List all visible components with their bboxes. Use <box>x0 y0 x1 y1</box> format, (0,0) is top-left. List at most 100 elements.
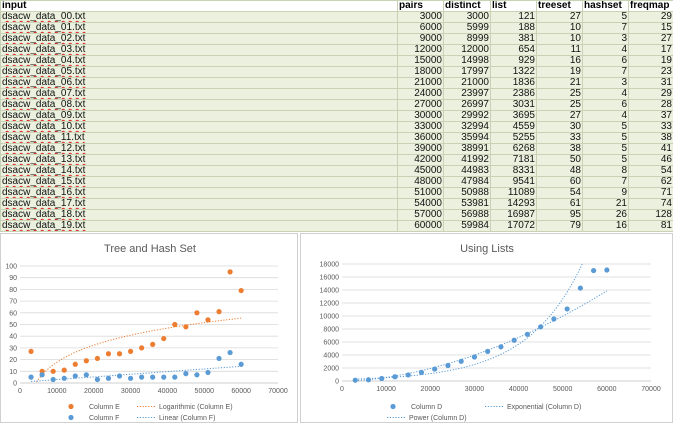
number-cell[interactable]: 21000 <box>398 78 444 89</box>
number-cell[interactable]: 95 <box>537 210 583 221</box>
filename-cell[interactable]: dsacw_data_05.txt <box>1 67 398 78</box>
column-header[interactable]: list <box>491 1 537 12</box>
number-cell[interactable]: 654 <box>491 45 537 56</box>
filename-cell[interactable]: dsacw_data_00.txt <box>1 12 398 23</box>
number-cell[interactable]: 59984 <box>444 221 491 232</box>
number-cell[interactable]: 3000 <box>398 12 444 23</box>
number-cell[interactable]: 16 <box>583 221 629 232</box>
number-cell[interactable]: 27000 <box>398 100 444 111</box>
number-cell[interactable]: 41 <box>629 144 673 155</box>
number-cell[interactable]: 29 <box>629 12 673 23</box>
number-cell[interactable]: 44983 <box>444 166 491 177</box>
number-cell[interactable]: 47984 <box>444 177 491 188</box>
number-cell[interactable]: 5999 <box>444 23 491 34</box>
number-cell[interactable]: 15 <box>629 23 673 34</box>
number-cell[interactable]: 38 <box>537 144 583 155</box>
number-cell[interactable]: 26 <box>583 210 629 221</box>
number-cell[interactable]: 33 <box>537 133 583 144</box>
column-header[interactable]: hashset <box>583 1 629 12</box>
number-cell[interactable]: 33000 <box>398 122 444 133</box>
number-cell[interactable]: 23 <box>629 67 673 78</box>
number-cell[interactable]: 121 <box>491 12 537 23</box>
number-cell[interactable]: 5 <box>583 133 629 144</box>
number-cell[interactable]: 5 <box>583 122 629 133</box>
number-cell[interactable]: 46 <box>629 155 673 166</box>
filename-cell[interactable]: dsacw_data_08.txt <box>1 100 398 111</box>
number-cell[interactable]: 27 <box>537 111 583 122</box>
filename-cell[interactable]: dsacw_data_04.txt <box>1 56 398 67</box>
filename-cell[interactable]: dsacw_data_14.txt <box>1 166 398 177</box>
filename-cell[interactable]: dsacw_data_06.txt <box>1 78 398 89</box>
number-cell[interactable]: 27 <box>537 12 583 23</box>
number-cell[interactable]: 4 <box>583 45 629 56</box>
number-cell[interactable]: 24000 <box>398 89 444 100</box>
number-cell[interactable]: 11089 <box>491 188 537 199</box>
number-cell[interactable]: 1836 <box>491 78 537 89</box>
number-cell[interactable]: 3031 <box>491 100 537 111</box>
number-cell[interactable]: 3000 <box>444 12 491 23</box>
number-cell[interactable]: 929 <box>491 56 537 67</box>
number-cell[interactable]: 26997 <box>444 100 491 111</box>
number-cell[interactable]: 15000 <box>398 56 444 67</box>
filename-cell[interactable]: dsacw_data_16.txt <box>1 188 398 199</box>
number-cell[interactable]: 7181 <box>491 155 537 166</box>
column-header[interactable]: freqmap <box>629 1 673 12</box>
number-cell[interactable]: 51000 <box>398 188 444 199</box>
number-cell[interactable]: 27 <box>629 34 673 45</box>
number-cell[interactable]: 21 <box>583 199 629 210</box>
number-cell[interactable]: 9000 <box>398 34 444 45</box>
filename-cell[interactable]: dsacw_data_02.txt <box>1 34 398 45</box>
number-cell[interactable]: 41992 <box>444 155 491 166</box>
number-cell[interactable]: 4 <box>583 111 629 122</box>
number-cell[interactable]: 39000 <box>398 144 444 155</box>
number-cell[interactable]: 25 <box>537 100 583 111</box>
number-cell[interactable]: 5255 <box>491 133 537 144</box>
number-cell[interactable]: 35994 <box>444 133 491 144</box>
number-cell[interactable]: 25 <box>537 89 583 100</box>
number-cell[interactable]: 9 <box>583 188 629 199</box>
number-cell[interactable]: 31 <box>629 78 673 89</box>
number-cell[interactable]: 56988 <box>444 210 491 221</box>
number-cell[interactable]: 4 <box>583 89 629 100</box>
number-cell[interactable]: 42000 <box>398 155 444 166</box>
number-cell[interactable]: 54 <box>629 166 673 177</box>
column-header[interactable]: treeset <box>537 1 583 12</box>
number-cell[interactable]: 12000 <box>444 45 491 56</box>
number-cell[interactable]: 57000 <box>398 210 444 221</box>
number-cell[interactable]: 30000 <box>398 111 444 122</box>
number-cell[interactable]: 48 <box>537 166 583 177</box>
number-cell[interactable]: 29 <box>629 89 673 100</box>
number-cell[interactable]: 4559 <box>491 122 537 133</box>
number-cell[interactable]: 10 <box>537 34 583 45</box>
number-cell[interactable]: 30 <box>537 122 583 133</box>
number-cell[interactable]: 6 <box>583 100 629 111</box>
number-cell[interactable]: 17072 <box>491 221 537 232</box>
number-cell[interactable]: 6000 <box>398 23 444 34</box>
number-cell[interactable]: 60 <box>537 177 583 188</box>
number-cell[interactable]: 7 <box>583 177 629 188</box>
column-header[interactable]: input <box>1 1 398 12</box>
number-cell[interactable]: 50988 <box>444 188 491 199</box>
number-cell[interactable]: 381 <box>491 34 537 45</box>
number-cell[interactable]: 11 <box>537 45 583 56</box>
number-cell[interactable]: 54000 <box>398 199 444 210</box>
number-cell[interactable]: 62 <box>629 177 673 188</box>
number-cell[interactable]: 1322 <box>491 67 537 78</box>
number-cell[interactable]: 38991 <box>444 144 491 155</box>
number-cell[interactable]: 16987 <box>491 210 537 221</box>
number-cell[interactable]: 2386 <box>491 89 537 100</box>
number-cell[interactable]: 29992 <box>444 111 491 122</box>
number-cell[interactable]: 18000 <box>398 67 444 78</box>
number-cell[interactable]: 3 <box>583 78 629 89</box>
number-cell[interactable]: 128 <box>629 210 673 221</box>
number-cell[interactable]: 14998 <box>444 56 491 67</box>
number-cell[interactable]: 21 <box>537 78 583 89</box>
number-cell[interactable]: 21000 <box>444 78 491 89</box>
number-cell[interactable]: 17997 <box>444 67 491 78</box>
filename-cell[interactable]: dsacw_data_11.txt <box>1 133 398 144</box>
filename-cell[interactable]: dsacw_data_01.txt <box>1 23 398 34</box>
number-cell[interactable]: 28 <box>629 100 673 111</box>
number-cell[interactable]: 14293 <box>491 199 537 210</box>
